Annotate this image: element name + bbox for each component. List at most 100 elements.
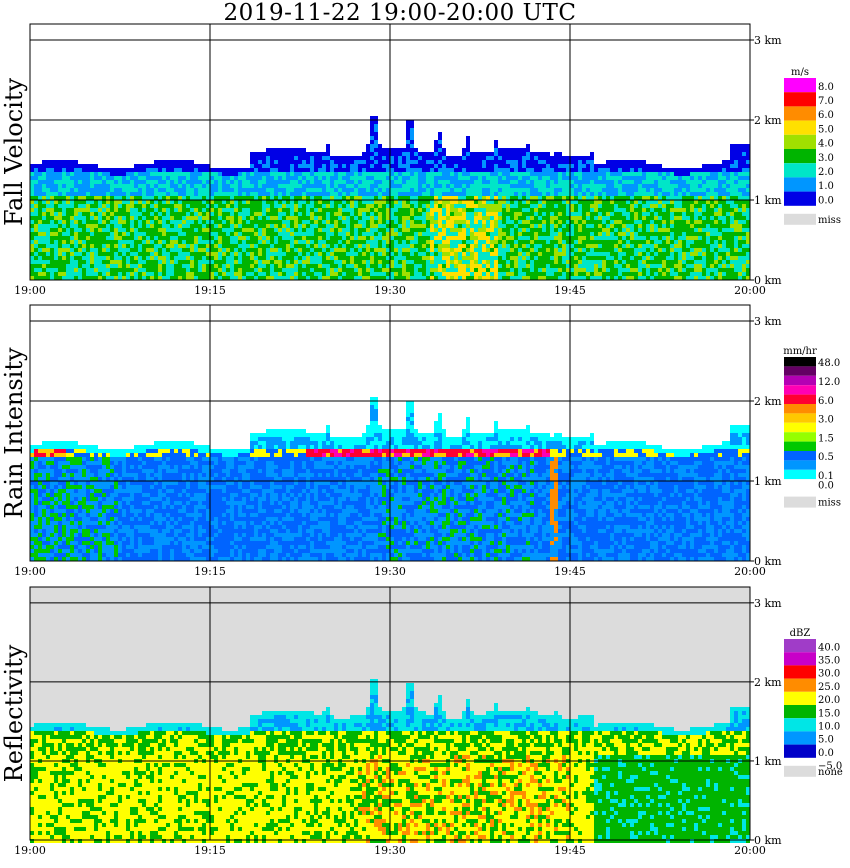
colorbar-unit: m/s [791, 67, 809, 78]
x-tick-label: 19:15 [194, 844, 226, 857]
heatmap-cells [30, 116, 750, 280]
plot-frame [29, 586, 751, 841]
colorbar-swatch [784, 479, 816, 489]
plot-frame [29, 304, 751, 562]
colorbar-swatch [784, 375, 816, 386]
y-tick-label: 3 km [754, 315, 782, 328]
colorbar-label: 30.0 [818, 669, 840, 680]
x-tick-label: 20:00 [734, 844, 766, 857]
colorbar-label: 8.0 [818, 82, 834, 93]
y-axis-label: Fall Velocity [0, 78, 28, 227]
colorbar-swatch [784, 451, 816, 461]
colorbar-swatch [784, 366, 816, 376]
colorbar-swatch [784, 639, 816, 653]
gridlines [30, 587, 750, 840]
colorbar-swatch [784, 432, 816, 442]
colorbar-swatch [784, 691, 816, 705]
colorbar: 8.0 7.0 6.0 5.0 4.0 3.0 2.0 1.0 0.0 miss [784, 78, 841, 226]
colorbar-swatch [784, 385, 816, 395]
colorbar-swatch [784, 665, 816, 679]
colorbar-swatch [784, 92, 816, 107]
colorbar-swatch [784, 678, 816, 692]
colorbar-swatch [784, 394, 816, 404]
colorbar-label: 3.0 [818, 415, 834, 426]
colorbar-swatch [784, 78, 816, 93]
colorbar-swatch [784, 134, 816, 149]
colorbar-unit: dBZ [790, 628, 811, 639]
x-tick-label: 19:00 [14, 844, 46, 857]
colorbar-label: 4.0 [818, 139, 834, 150]
x-tick-label: 19:45 [554, 284, 586, 297]
y-axis-label: Reflectivity [0, 644, 28, 782]
colorbar-label: 48.0 [818, 358, 840, 369]
colorbar-swatch [784, 404, 816, 414]
colorbar-swatch [784, 191, 816, 206]
colorbar-label: 3.0 [818, 153, 834, 164]
colorbar-swatch [784, 652, 816, 666]
x-tick-label: 19:15 [194, 565, 226, 578]
y-tick-label: 3 km [754, 34, 782, 47]
colorbar-swatch [784, 731, 816, 745]
colorbar-label: 2.0 [818, 167, 834, 178]
colorbar-label: 0.1 [818, 471, 834, 482]
colorbar-label: 0.0 [818, 195, 834, 206]
colorbar: 48.0 12.0 6.0 3.0 1.5 0.5 0.10.0 miss [784, 357, 841, 509]
colorbar-label: 0.5 [818, 452, 834, 463]
gridlines [30, 305, 750, 561]
colorbar-swatch [784, 120, 816, 135]
colorbar-swatch [784, 177, 816, 192]
colorbar-unit: mm/hr [783, 346, 817, 357]
panel-fall: Fall Velocity 0 km 1 km 2 km 3 km 19:00 19:15 1… [0, 23, 841, 297]
colorbar-missing-label: none [818, 767, 843, 778]
y-tick-label: 0 km [754, 555, 782, 568]
colorbar-swatch [784, 413, 816, 423]
colorbar-swatch [784, 744, 816, 758]
colorbar-label: 25.0 [818, 682, 840, 693]
x-tick-label: 19:30 [374, 284, 406, 297]
colorbar-missing-swatch [784, 213, 816, 225]
heatmap-cells [30, 397, 750, 561]
colorbar-missing-swatch [784, 496, 816, 508]
colorbar-swatch [784, 106, 816, 121]
x-tick-label: 19:30 [374, 844, 406, 857]
colorbar-label: 5.0 [818, 735, 834, 746]
colorbar-label: 7.0 [818, 96, 834, 107]
colorbar-swatch [784, 705, 816, 719]
colorbar-label: 0.0 [818, 480, 834, 491]
page-title: 2019-11-22 19:00-20:00 UTC [0, 0, 800, 26]
colorbar-label: 5.0 [818, 124, 834, 135]
panel-refl: Reflectivity 0 km 1 km 2 km 3 km 19:00 19:15 19… [0, 586, 843, 857]
colorbar-label: 0.0 [818, 748, 834, 759]
x-tick-label: 19:00 [14, 284, 46, 297]
colorbar-label: 1.0 [818, 181, 834, 192]
colorbar-label: 6.0 [818, 396, 834, 407]
y-axis-label: Rain Intensity [0, 347, 28, 519]
colorbar-swatch [784, 422, 816, 433]
colorbar-label: −5.0 [818, 761, 842, 772]
y-tick-label: 1 km [754, 475, 782, 488]
x-tick-label: 20:00 [734, 284, 766, 297]
colorbar-swatch [784, 441, 816, 451]
colorbar-label: 15.0 [818, 708, 840, 719]
x-tick-label: 19:00 [14, 565, 46, 578]
y-tick-label: 0 km [754, 834, 782, 847]
colorbar-missing-label: miss [818, 498, 841, 509]
colorbar-missing-swatch [784, 765, 816, 777]
x-tick-label: 19:30 [374, 565, 406, 578]
colorbar-label: 20.0 [818, 695, 840, 706]
colorbar-label: 40.0 [818, 642, 840, 653]
gridlines [30, 24, 750, 280]
colorbar: 40.0 35.0 30.0 25.0 20.0 15.0 10.0 5.0 0.0 −5.0no… [784, 639, 843, 778]
colorbar-swatch [784, 718, 816, 732]
colorbar-swatch [784, 163, 816, 178]
colorbar-swatch [784, 460, 816, 470]
colorbar-swatch [784, 357, 816, 367]
x-tick-label: 19:45 [554, 565, 586, 578]
colorbar-label: 1.5 [818, 433, 834, 444]
colorbar-label: 10.0 [818, 721, 840, 732]
y-tick-label: 3 km [754, 597, 782, 610]
y-tick-label: 2 km [754, 395, 782, 408]
colorbar-swatch [784, 469, 816, 480]
panel-rain: Rain Intensity 0 km 1 km 2 km 3 km 19:00 19:15… [0, 304, 841, 578]
